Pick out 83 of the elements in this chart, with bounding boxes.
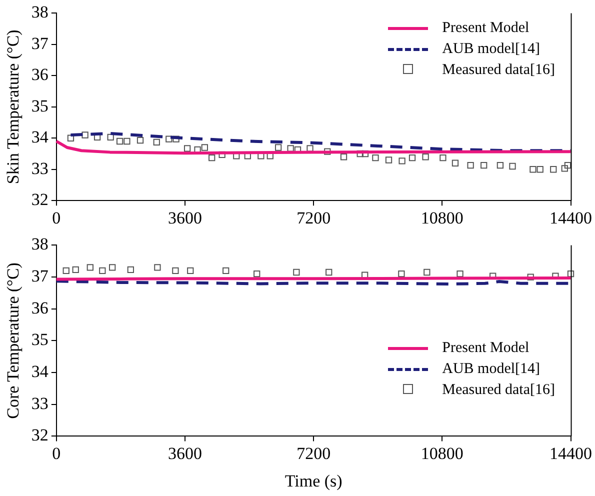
y-tick-label: 34 (31, 128, 49, 147)
point (530, 166, 536, 173)
x-tick-label: 0 (52, 444, 61, 463)
x-tick-label: 7200 (296, 208, 331, 228)
point (222, 267, 230, 274)
point (550, 166, 557, 173)
point (254, 270, 260, 278)
x-tick-label: 7200 (296, 444, 331, 463)
point (187, 267, 194, 274)
y-tick-label: 35 (31, 96, 48, 116)
y-tick-label: 35 (31, 330, 48, 350)
point (326, 268, 332, 276)
point (109, 264, 116, 271)
point (372, 154, 379, 162)
point (116, 138, 124, 145)
point (172, 136, 180, 142)
legend-label: Present Model (442, 340, 530, 356)
y-tick-label: 36 (31, 298, 48, 318)
point (561, 165, 568, 172)
point (452, 160, 459, 166)
point (274, 144, 282, 151)
point (166, 136, 172, 142)
point (480, 162, 488, 169)
y-tick-label: 32 (31, 426, 48, 445)
legend-label: Present Model (442, 20, 530, 36)
point (208, 154, 216, 162)
point (398, 270, 405, 278)
legend-label: Measured data[16] (442, 382, 555, 398)
point (398, 158, 406, 164)
point (385, 156, 392, 164)
y-tick-label: 38 (31, 234, 48, 254)
point (567, 270, 574, 278)
y-tick-label: 32 (31, 190, 48, 210)
point (72, 266, 79, 274)
point (136, 136, 144, 144)
point (340, 154, 348, 160)
point (362, 272, 368, 278)
point (153, 138, 160, 146)
x-axis-title: Time (s) (284, 471, 342, 490)
x-tick-label: 10800 (420, 208, 464, 228)
x-tick-label: 3600 (168, 444, 202, 463)
x-tick-label: 0 (52, 208, 61, 228)
point (62, 267, 70, 274)
point (86, 264, 94, 271)
point (172, 267, 179, 274)
point (424, 268, 430, 276)
point (509, 162, 516, 170)
y-tick-label: 33 (31, 394, 48, 413)
y-axis-title: Skin Temperature (°C) (4, 30, 23, 184)
point (293, 268, 300, 276)
legend-label: AUB model[14] (442, 41, 540, 57)
y-axis-title: Core Temperature (°C) (4, 262, 23, 419)
y-tick-label: 38 (31, 2, 48, 22)
point (154, 264, 161, 271)
point (127, 266, 134, 274)
point (67, 134, 74, 142)
point (440, 154, 446, 162)
legend-label: Measured data[16] (442, 62, 555, 78)
point (184, 145, 191, 152)
point (564, 162, 572, 169)
point (422, 154, 429, 160)
point (82, 132, 88, 138)
legend-label: AUB model[14] (442, 360, 540, 377)
point (527, 274, 534, 280)
point (456, 270, 464, 278)
y-tick-label: 37 (31, 34, 49, 53)
x-tick-label: 10800 (420, 444, 464, 463)
y-tick-label: 34 (31, 362, 49, 381)
y-tick-label: 36 (31, 65, 48, 84)
point (124, 138, 130, 145)
point (324, 148, 331, 155)
point (536, 166, 544, 173)
point (467, 162, 474, 169)
y-tick-label: 33 (31, 158, 48, 178)
point (201, 144, 208, 151)
y-tick-label: 37 (31, 266, 49, 286)
point (107, 134, 114, 141)
point (99, 267, 106, 274)
point (496, 162, 504, 169)
x-tick-label: 3600 (168, 208, 202, 228)
point (408, 154, 416, 162)
x-tick-label: 14400 (550, 444, 592, 463)
x-tick-label: 14400 (550, 208, 592, 228)
